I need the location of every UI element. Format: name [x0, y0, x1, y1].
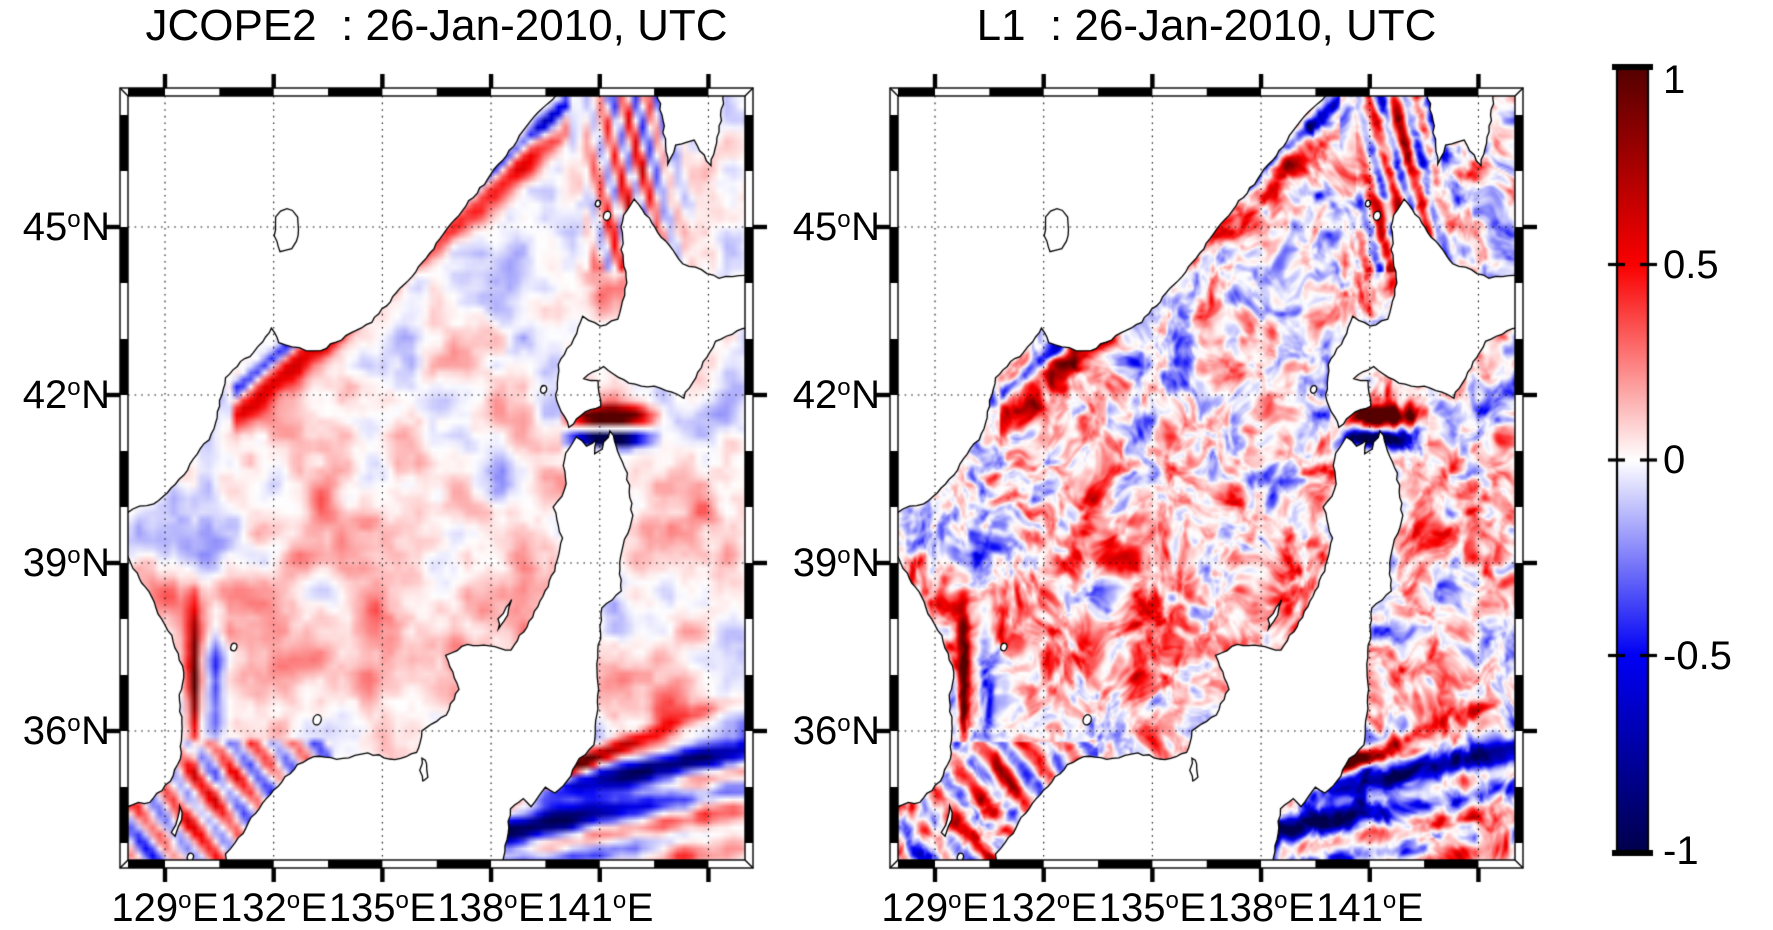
- degree-symbol: o: [837, 205, 852, 233]
- degree-symbol: o: [1382, 886, 1397, 914]
- y-tick-label-panel1: 36oN: [22, 709, 110, 753]
- colorbar-tick-label: 0: [1663, 438, 1686, 482]
- colorbar-tick-label: -0.5: [1663, 633, 1732, 678]
- degree-symbol: o: [837, 541, 852, 569]
- x-tick-label-panel1: 132oE: [220, 886, 328, 930]
- x-tick-label-panel2: 132oE: [990, 886, 1098, 930]
- degree-symbol: o: [1165, 886, 1180, 914]
- x-tick-label-panel2: 141oE: [1316, 886, 1424, 930]
- y-tick-label-panel2: 36oN: [792, 709, 880, 753]
- colorbar-tick-label: -1: [1663, 829, 1699, 873]
- degree-symbol: o: [395, 886, 410, 914]
- x-tick-label-panel1: 135oE: [328, 886, 436, 930]
- y-tick-label-panel2: 39oN: [792, 541, 880, 585]
- degree-symbol: o: [837, 373, 852, 401]
- colorbar-tick-label: 1: [1663, 58, 1686, 102]
- x-tick-label-panel1: 141oE: [546, 886, 654, 930]
- colorbar-tick-label: 0.5: [1663, 242, 1719, 287]
- degree-symbol: o: [1056, 886, 1071, 914]
- x-tick-label-panel1: 138oE: [437, 886, 545, 930]
- panel-title-jcope2: JCOPE2 : 26-Jan-2010, UTC: [145, 1, 728, 50]
- x-tick-label-panel2: 129oE: [881, 886, 989, 930]
- degree-symbol: o: [837, 709, 852, 737]
- degree-symbol: o: [67, 205, 82, 233]
- degree-symbol: o: [67, 373, 82, 401]
- x-tick-label-panel2: 138oE: [1207, 886, 1315, 930]
- degree-symbol: o: [504, 886, 518, 914]
- degree-symbol: o: [1274, 886, 1288, 914]
- degree-symbol: o: [67, 541, 82, 569]
- y-tick-label-panel1: 42oN: [22, 373, 110, 417]
- x-tick-label-panel1: 129oE: [111, 886, 219, 930]
- degree-symbol: o: [948, 886, 962, 914]
- degree-symbol: o: [286, 886, 301, 914]
- y-tick-label-panel2: 45oN: [792, 205, 880, 249]
- y-tick-label-panel2: 42oN: [792, 373, 880, 417]
- degree-symbol: o: [67, 709, 82, 737]
- y-tick-label-panel1: 45oN: [22, 205, 110, 249]
- degree-symbol: o: [612, 886, 627, 914]
- y-tick-label-panel1: 39oN: [22, 541, 110, 585]
- panel-title-l1: L1 : 26-Jan-2010, UTC: [976, 1, 1437, 50]
- degree-symbol: o: [178, 886, 192, 914]
- x-tick-label-panel2: 135oE: [1098, 886, 1206, 930]
